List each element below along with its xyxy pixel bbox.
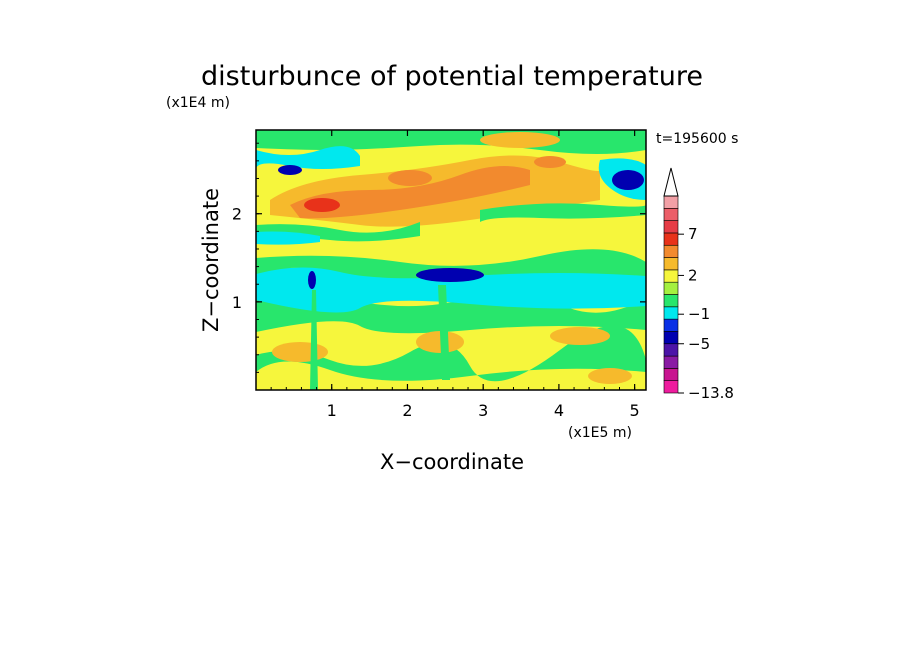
y-tick-label: 1 — [232, 293, 242, 312]
colorbar-segment — [663, 380, 679, 394]
colorbar-segment — [663, 220, 679, 234]
y-unit-label: (x1E4 m) — [166, 95, 230, 111]
colorbar-segment — [663, 294, 679, 308]
colorbar-segment — [663, 331, 679, 345]
x-tick-label: 1 — [327, 401, 337, 420]
x-tick-label: 5 — [630, 401, 640, 420]
chart-title: disturbunce of potential temperature — [201, 61, 703, 92]
x-unit-label: (x1E5 m) — [568, 425, 632, 441]
colorbar-label: −13.8 — [688, 384, 734, 402]
colorbar-segment — [663, 318, 679, 332]
x-tick-label: 2 — [402, 401, 412, 420]
colorbar-segment — [663, 269, 679, 283]
colorbar-segment — [663, 368, 679, 381]
y-tick-label: 2 — [232, 205, 242, 224]
x-axis-label: X−coordinate — [380, 450, 524, 474]
colorbar-segment — [663, 343, 679, 357]
colorbar-label: −5 — [688, 335, 710, 353]
colorbar-segment — [663, 195, 679, 209]
colorbar-extend-arrow — [663, 167, 679, 197]
plot-frame — [255, 129, 647, 391]
colorbar-segment — [663, 232, 679, 246]
colorbar: −13.8 −5 −1 2 7 — [663, 167, 734, 402]
y-axis: 12 — [232, 142, 646, 373]
colorbar-segment — [663, 306, 679, 320]
colorbar-label: 2 — [688, 266, 698, 284]
colorbar-label: −1 — [688, 305, 710, 323]
colorbar-label: 7 — [688, 225, 698, 243]
time-label: t=195600 s — [656, 131, 738, 147]
x-tick-label: 4 — [554, 401, 564, 420]
x-axis: 1 2 3 4 5 — [270, 130, 640, 420]
x-tick-label: 3 — [478, 401, 488, 420]
colorbar-segment — [663, 244, 679, 258]
colorbar-segment — [663, 355, 679, 369]
colorbar-segment — [663, 208, 679, 221]
colorbar-segment — [663, 257, 679, 271]
colorbar-segment — [663, 281, 679, 295]
y-axis-label: Z−coordinate — [199, 188, 223, 332]
heatmap-field — [256, 130, 646, 390]
